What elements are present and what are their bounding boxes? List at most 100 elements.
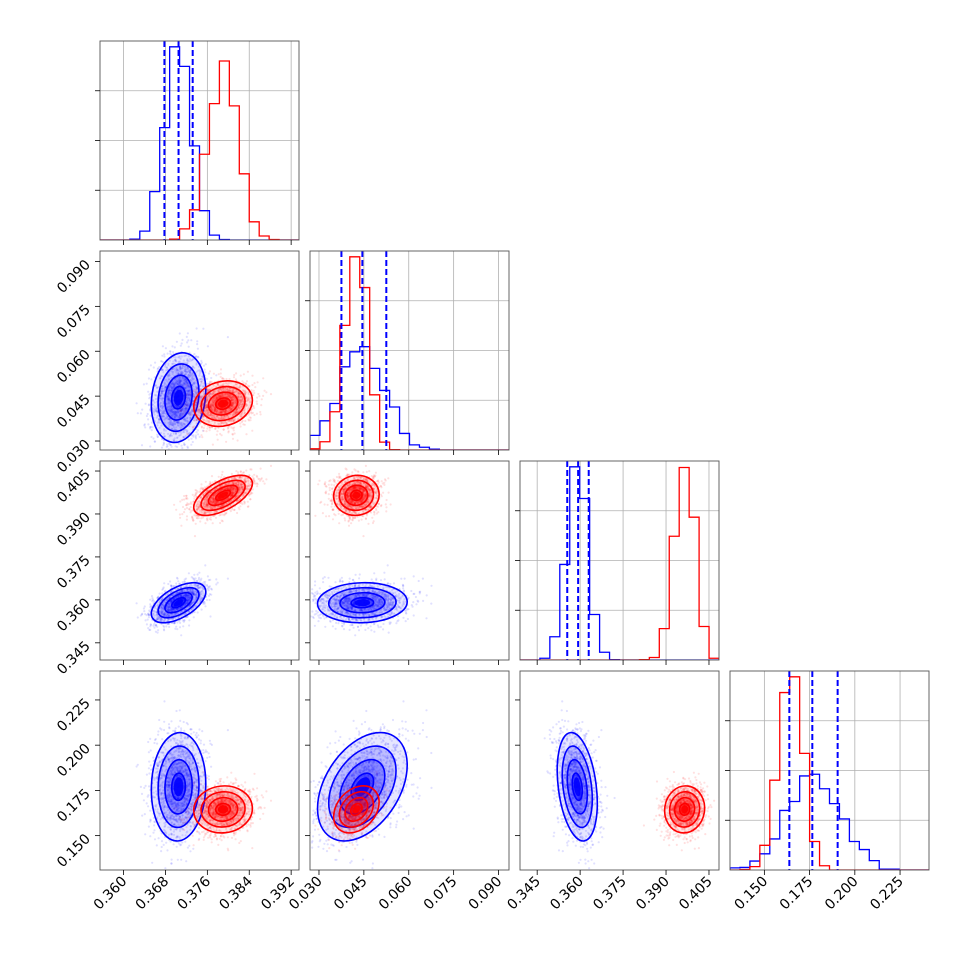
scatter-point (196, 387, 199, 390)
scatter-point (228, 394, 231, 398)
scatter-point (174, 404, 178, 407)
scatter-point (223, 410, 227, 413)
scatter-point (193, 592, 196, 595)
scatter-point (192, 593, 195, 596)
scatter-point (164, 412, 167, 415)
scatter-point (209, 498, 212, 502)
scatter-point (195, 391, 198, 394)
scatter-point (179, 410, 183, 413)
scatter-point (169, 432, 172, 435)
scatter-point (193, 590, 196, 593)
scatter-point (177, 372, 180, 375)
scatter-point (166, 598, 169, 601)
scatter-point (184, 593, 187, 596)
scatter-point (198, 369, 201, 372)
scatter-point (178, 360, 181, 363)
scatter-point (161, 587, 165, 590)
scatter-point (224, 395, 227, 398)
scatter-point (221, 387, 224, 390)
scatter-point (189, 413, 192, 416)
scatter-point (244, 480, 247, 483)
scatter-point (170, 607, 173, 611)
scatter-point (169, 423, 172, 426)
scatter-point (232, 399, 235, 402)
scatter-point (184, 382, 187, 385)
scatter-point (165, 613, 169, 617)
scatter-point (163, 435, 166, 438)
scatter-point (165, 417, 168, 420)
scatter-point (185, 405, 188, 408)
scatter-point (216, 383, 219, 387)
scatter-point (192, 399, 195, 402)
scatter-point (167, 618, 170, 621)
scatter-point (188, 370, 191, 373)
scatter-point (167, 398, 170, 401)
scatter-point (219, 411, 222, 414)
scatter-point (200, 359, 203, 362)
scatter-point (179, 379, 182, 382)
scatter-point (223, 411, 226, 414)
scatter-point (232, 476, 235, 479)
scatter-point (234, 400, 237, 404)
scatter-point (163, 600, 167, 603)
scatter-point (187, 594, 190, 597)
scatter-point (156, 603, 159, 606)
scatter-point (168, 614, 171, 617)
scatter-point (212, 397, 215, 400)
scatter-point (181, 424, 184, 427)
scatter-point (177, 410, 180, 413)
scatter-point (167, 392, 170, 395)
scatter-point (222, 388, 225, 391)
scatter-point (193, 578, 196, 582)
scatter-point (199, 400, 202, 403)
scatter-point (245, 380, 249, 383)
scatter-point (176, 420, 179, 423)
scatter-point (156, 596, 159, 599)
scatter-point (188, 375, 191, 378)
scatter-point (147, 616, 150, 619)
scatter-point (168, 412, 171, 415)
scatter-point (246, 399, 249, 402)
scatter-point (255, 412, 258, 415)
scatter-point (165, 396, 168, 399)
scatter-point (232, 411, 235, 414)
scatter-point (168, 454, 170, 456)
scatter-point (216, 415, 219, 418)
scatter-point (195, 418, 198, 421)
scatter-point (159, 620, 162, 623)
scatter-point (164, 594, 167, 597)
scatter-point (242, 493, 245, 496)
scatter-point (191, 365, 195, 368)
scatter-point (189, 389, 192, 392)
scatter-point (245, 399, 248, 402)
scatter-point (213, 399, 216, 402)
scatter-point (170, 388, 173, 391)
scatter-point (202, 385, 205, 388)
scatter-point (229, 495, 232, 498)
scatter-point (193, 416, 196, 419)
scatter-point (202, 592, 205, 595)
scatter-point (251, 429, 254, 432)
scatter-point (230, 486, 234, 489)
scatter-point (182, 625, 185, 628)
scatter-point (167, 608, 170, 611)
scatter-point (193, 593, 196, 596)
scatter-point (245, 404, 248, 407)
scatter-point (170, 389, 173, 392)
scatter-point (175, 360, 178, 363)
scatter-point (213, 390, 216, 393)
scatter-point (225, 409, 228, 412)
scatter-point (160, 360, 163, 363)
scatter-point (177, 416, 180, 419)
scatter-point (185, 402, 188, 405)
scatter-point (195, 388, 198, 391)
scatter-point (164, 613, 167, 616)
scatter-point (234, 411, 237, 415)
scatter-point (195, 596, 198, 599)
scatter-point (166, 451, 168, 453)
scatter-point (225, 414, 228, 417)
scatter-point (215, 398, 218, 401)
scatter-point (206, 406, 209, 409)
scatter-point (197, 576, 201, 579)
scatter-point (168, 609, 171, 612)
